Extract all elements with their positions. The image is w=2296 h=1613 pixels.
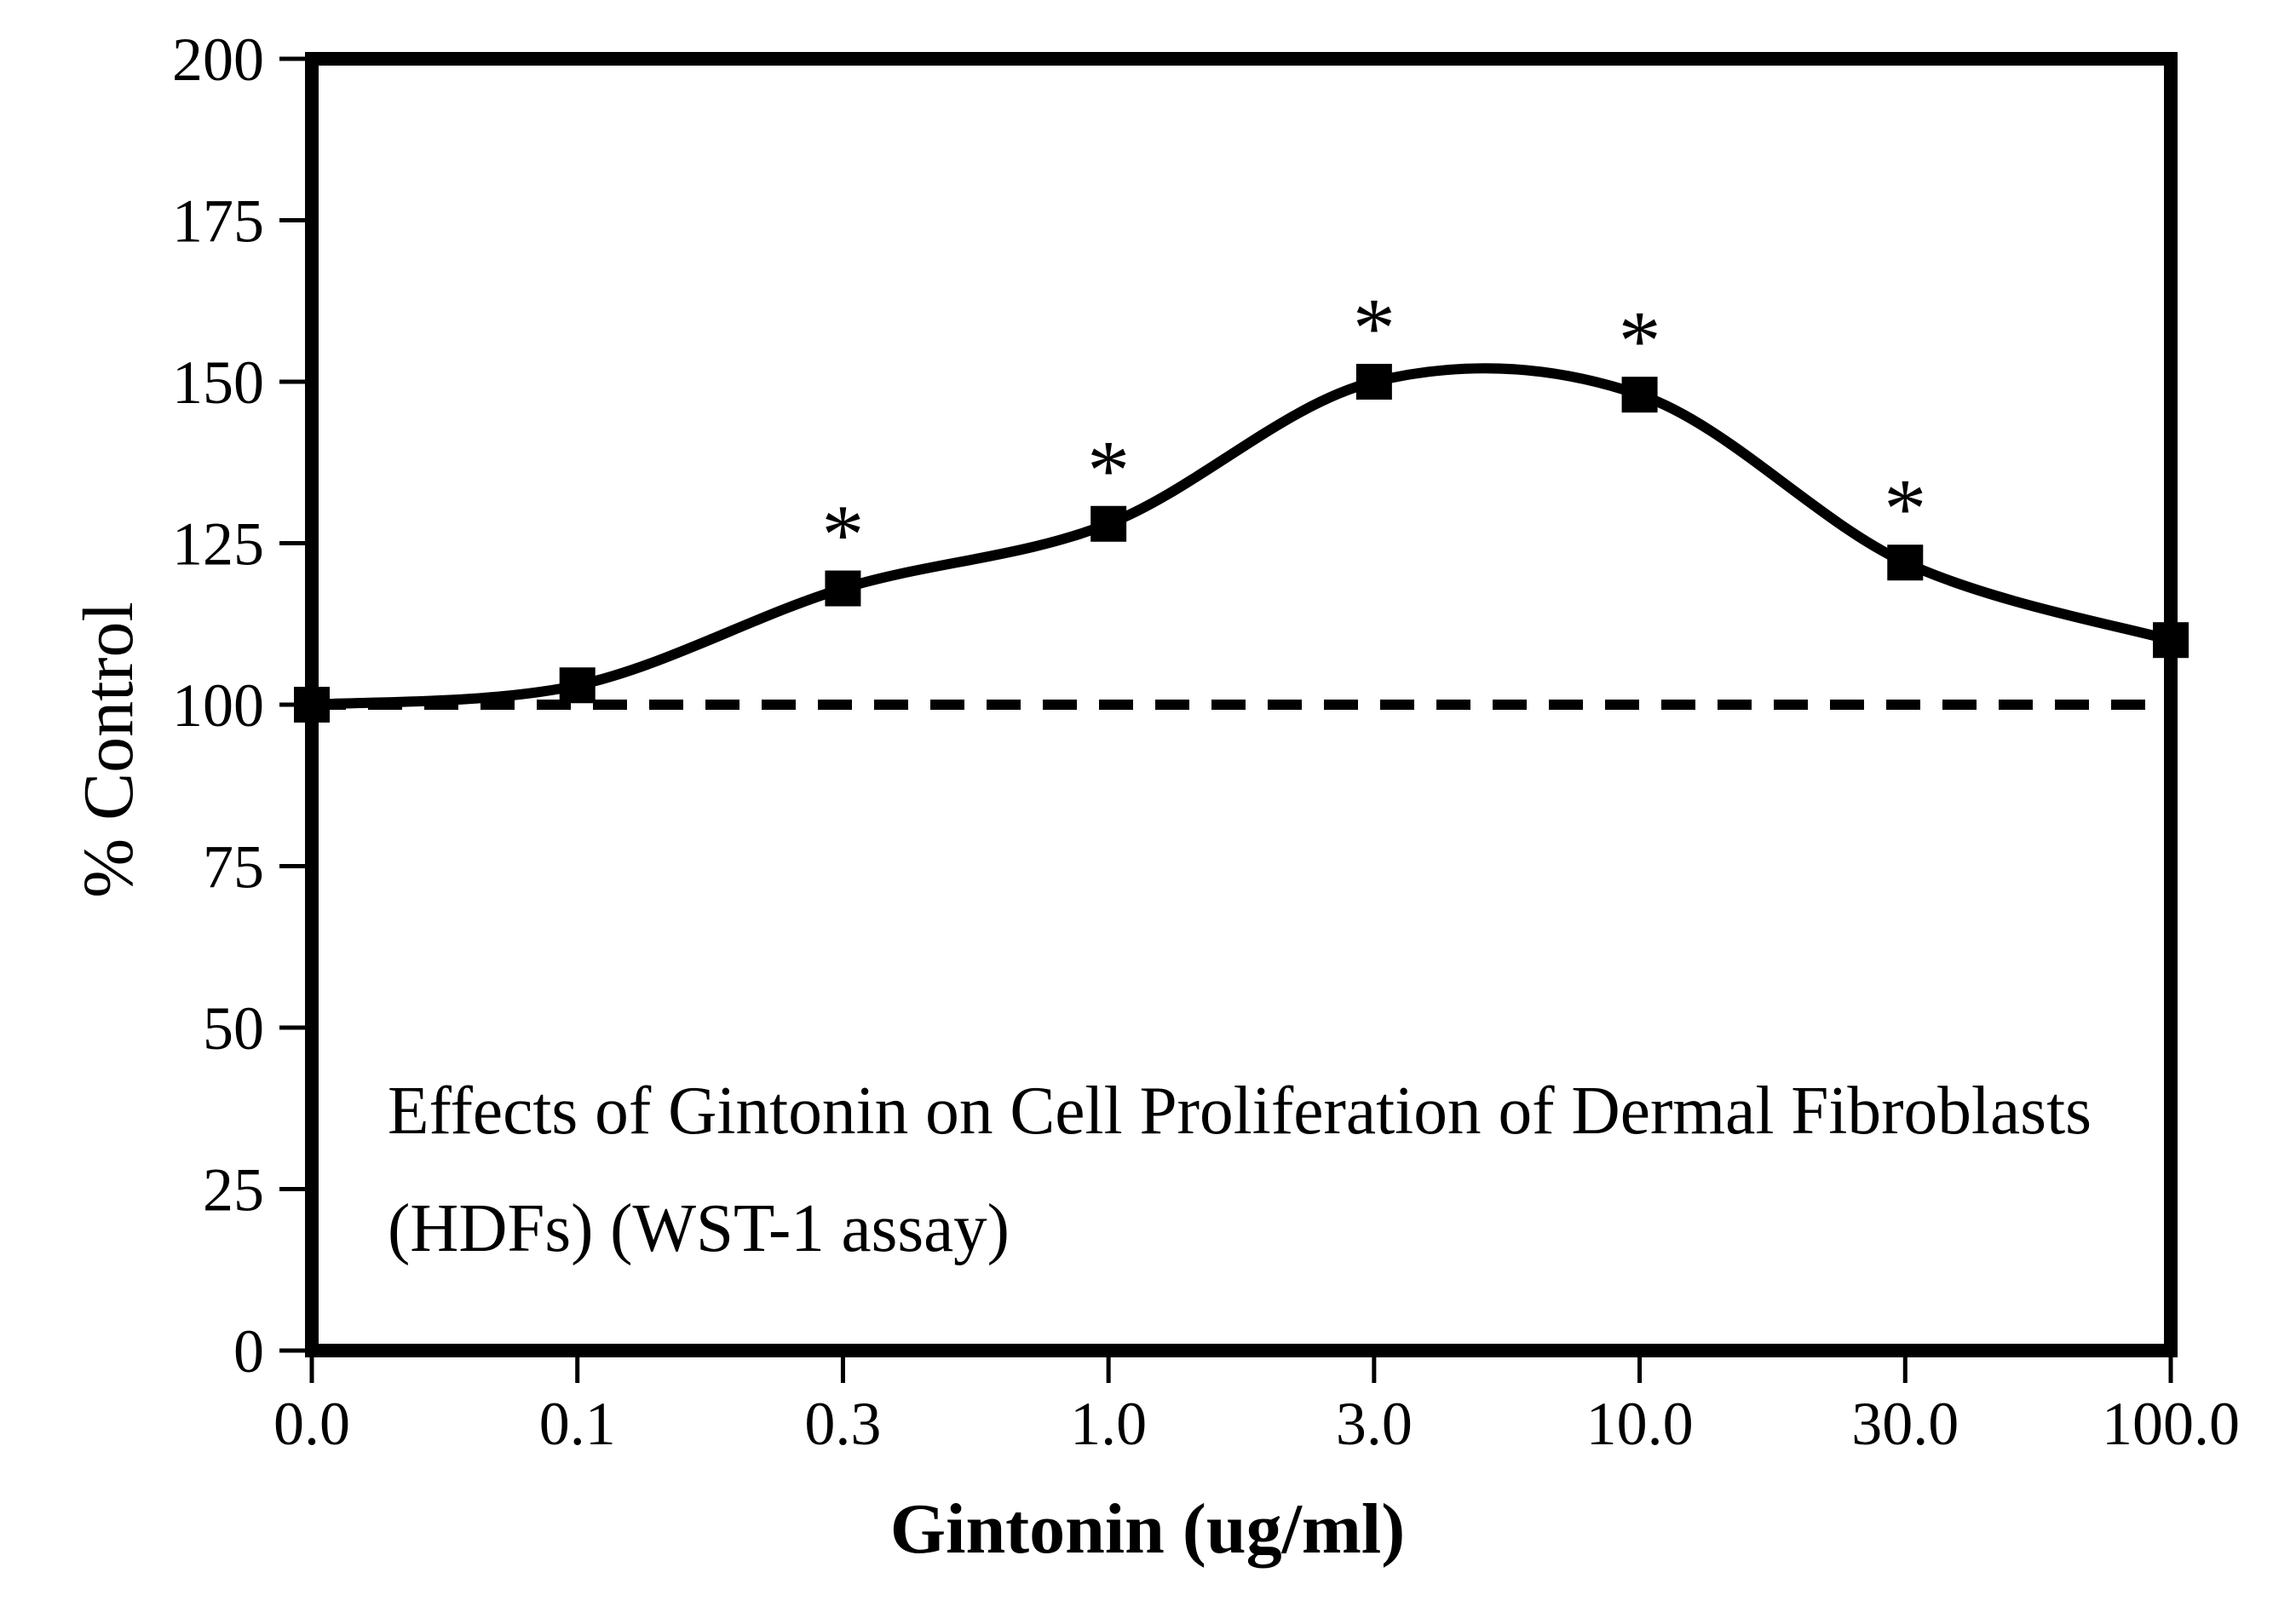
- data-point-marker: [825, 570, 861, 607]
- significance-asterisk: *: [821, 487, 864, 582]
- data-markers: [294, 364, 2189, 723]
- data-point-marker: [1355, 364, 1392, 400]
- x-tick-label: 1.0: [1070, 1390, 1147, 1458]
- data-curve: [311, 363, 2172, 710]
- y-tick-label: 150: [172, 349, 264, 417]
- y-tick-label: 75: [203, 833, 264, 902]
- data-point-marker: [559, 667, 596, 704]
- annotation-line-1: Effects of Gintonin on Cell Proliferatio…: [388, 1074, 2092, 1149]
- data-point-marker: [294, 687, 330, 723]
- x-tick-label: 0.0: [273, 1390, 350, 1458]
- data-point-marker: [1621, 377, 1658, 413]
- y-tick-label: 50: [203, 994, 264, 1063]
- x-tick-label: 30.0: [1851, 1390, 1959, 1458]
- x-tick-label: 0.1: [539, 1390, 616, 1458]
- significance-asterisk: *: [1884, 461, 1926, 556]
- y-tick-label: 25: [203, 1156, 264, 1224]
- significance-asterisk: *: [1087, 423, 1130, 517]
- y-tick-label: 0: [233, 1317, 264, 1385]
- x-tick-label: 0.3: [804, 1390, 881, 1458]
- x-tick-label: 10.0: [1586, 1390, 1694, 1458]
- y-axis-tick-labels: 0 25 50 75 100 125 150 175 200: [172, 26, 264, 1385]
- y-axis-title: % Control: [69, 602, 148, 898]
- data-point-marker: [1887, 544, 1924, 581]
- y-tick-label: 200: [172, 26, 264, 94]
- significance-asterisk: *: [1353, 280, 1395, 375]
- x-axis-tick-labels: 0.0 0.1 0.3 1.0 3.0 10.0 30.0 100.0: [273, 1390, 2240, 1458]
- significance-asterisks: * * * * *: [821, 280, 1926, 582]
- y-tick-label: 125: [172, 510, 264, 579]
- data-point-marker: [1090, 505, 1127, 542]
- data-point-marker: [2153, 622, 2189, 659]
- x-tick-label: 100.0: [2102, 1390, 2240, 1458]
- x-tick-label: 3.0: [1336, 1390, 1413, 1458]
- y-tick-label: 100: [172, 671, 264, 740]
- x-axis-title: Gintonin (ug/ml): [890, 1489, 1405, 1569]
- y-tick-label: 175: [172, 187, 264, 256]
- x-axis-ticks: [309, 1357, 2173, 1383]
- significance-asterisk: *: [1619, 293, 1661, 388]
- annotation-line-2: (HDFs) (WST-1 assay): [388, 1191, 1010, 1266]
